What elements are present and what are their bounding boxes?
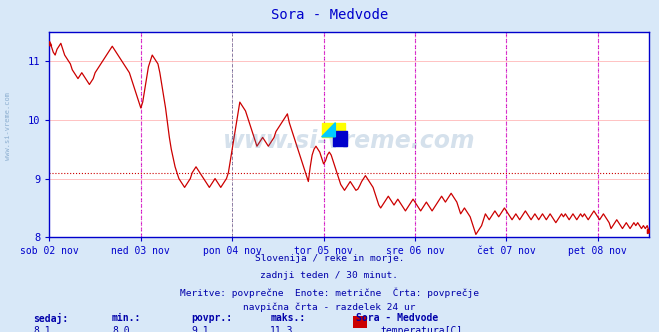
Bar — [322, 123, 345, 137]
Text: zadnji teden / 30 minut.: zadnji teden / 30 minut. — [260, 271, 399, 280]
Text: min.:: min.: — [112, 313, 142, 323]
Polygon shape — [322, 123, 335, 137]
Text: 9,1: 9,1 — [191, 326, 209, 332]
Text: povpr.:: povpr.: — [191, 313, 232, 323]
Text: Sora - Medvode: Sora - Medvode — [271, 8, 388, 22]
Text: www.si-vreme.com: www.si-vreme.com — [5, 92, 11, 160]
Text: 8,1: 8,1 — [33, 326, 51, 332]
Text: 8,0: 8,0 — [112, 326, 130, 332]
Text: sedaj:: sedaj: — [33, 313, 68, 324]
Text: 11,3: 11,3 — [270, 326, 294, 332]
Text: Meritve: povprečne  Enote: metrične  Črta: povprečje: Meritve: povprečne Enote: metrične Črta:… — [180, 287, 479, 298]
Text: Sora - Medvode: Sora - Medvode — [356, 313, 438, 323]
Text: maks.:: maks.: — [270, 313, 305, 323]
Bar — [333, 131, 347, 146]
Text: www.si-vreme.com: www.si-vreme.com — [223, 128, 476, 153]
Text: Slovenija / reke in morje.: Slovenija / reke in morje. — [255, 254, 404, 263]
Text: navpična črta - razdelek 24 ur: navpična črta - razdelek 24 ur — [243, 302, 416, 312]
Text: temperatura[C]: temperatura[C] — [381, 326, 463, 332]
